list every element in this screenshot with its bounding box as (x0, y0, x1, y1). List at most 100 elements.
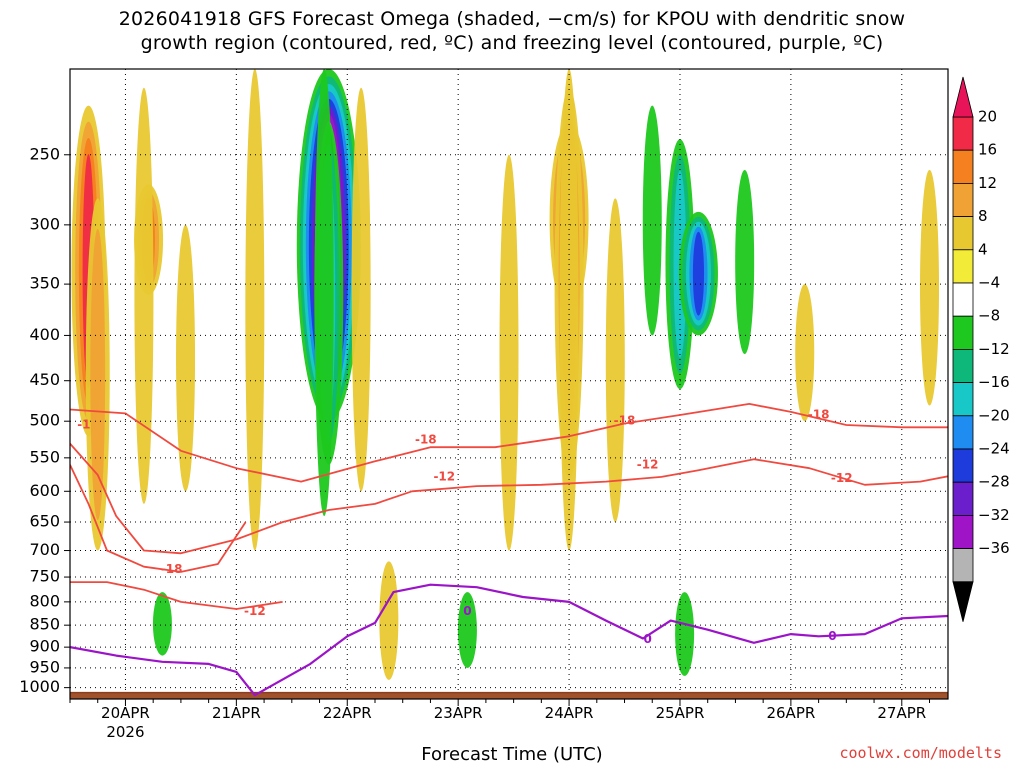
colorbar-label: 16 (978, 141, 997, 159)
colorbar-band (952, 382, 974, 417)
omega-cell (499, 154, 519, 551)
colorbar-band (952, 548, 974, 583)
y-tick-label: 900 (29, 637, 60, 656)
x-tick-label: 23APR (434, 704, 483, 722)
colorbar-band (952, 415, 974, 450)
contour-label: 0 (828, 629, 836, 643)
colorbar-band (952, 216, 974, 251)
y-tick-label: 350 (29, 274, 60, 293)
y-tick-label: 500 (29, 411, 60, 430)
colorbar-label: −16 (978, 373, 1010, 391)
contour-lines (70, 402, 948, 697)
colorbar-overflow-top (952, 76, 974, 118)
y-tick-label: 750 (29, 567, 60, 586)
contour-label: 0 (463, 604, 471, 618)
colorbar-label: −32 (978, 506, 1010, 524)
contour-line (70, 402, 948, 483)
source-credit: coolwx.com/modelts (839, 744, 1002, 762)
colorbar-band (952, 515, 974, 550)
contour-label: -1 (77, 418, 90, 432)
omega-cell (176, 224, 196, 492)
colorbar-label: 8 (978, 207, 988, 225)
chart-title-line-1: 2026041918 GFS Forecast Omega (shaded, −… (118, 8, 906, 30)
y-tick-label: 950 (29, 657, 60, 676)
y-tick-label: 250 (29, 144, 60, 163)
contour-label: -12 (433, 469, 455, 483)
colorbar-band (952, 282, 974, 317)
colorbar-band (952, 182, 974, 217)
colorbar-band (952, 249, 974, 284)
x-tick-label: 26APR (766, 704, 815, 722)
colorbar-label: −28 (978, 473, 1010, 491)
y-tick-label: 800 (29, 591, 60, 610)
colorbar-label: −8 (978, 307, 1000, 325)
contour-label: 0 (643, 632, 651, 646)
colorbar-label: 12 (978, 174, 997, 192)
omega-cell (90, 228, 106, 521)
contour-label: -18 (415, 432, 437, 446)
contour-label: -18 (808, 408, 830, 422)
colorbar-band (952, 149, 974, 184)
omega-cell (675, 592, 695, 676)
contour-line (70, 464, 247, 573)
omega-cell (351, 87, 371, 492)
y-tick-label: 700 (29, 540, 60, 559)
y-tick-label: 300 (29, 214, 60, 233)
omega-cell (920, 169, 940, 406)
omega-cell (795, 284, 815, 422)
colorbar-band (952, 315, 974, 350)
omega-cell (735, 169, 755, 355)
contour-label: -18 (161, 562, 183, 576)
contour-label: -12 (637, 457, 659, 471)
omega-cell (245, 69, 265, 551)
omega-cell (379, 561, 399, 680)
contour-label: -12 (244, 604, 266, 618)
x-tick-label: 27APR (877, 704, 926, 722)
y-tick-label: 850 (29, 615, 60, 634)
x-tick-label: 24APR (545, 704, 594, 722)
contour-labels: -1 -18 -12 -18 -12 -18 -12 -18 -12 0 0 0 (77, 408, 852, 646)
colorbar-label: −24 (978, 440, 1010, 458)
colorbar-band (952, 481, 974, 516)
y-tick-label: 550 (29, 447, 60, 466)
omega-cell (642, 105, 662, 336)
pressure-axis: 250 300 350 400 450 500 550 600 650 700 750 800 850 9… (19, 144, 70, 696)
x-tick-label: 21APR (212, 704, 261, 722)
x-axis-title: Forecast Time (UTC) (421, 744, 603, 765)
y-tick-label: 650 (29, 512, 60, 531)
y-tick-label: 450 (29, 370, 60, 389)
colorbar-band (952, 448, 974, 483)
contour-line (70, 443, 948, 555)
contour-label: -12 (831, 471, 853, 485)
omega-cell (457, 592, 477, 668)
ground-surface (70, 692, 948, 699)
plot-frame (69, 68, 949, 700)
y-tick-label: 600 (29, 481, 60, 500)
contour-line (70, 583, 948, 697)
colorbar-label: 20 (978, 108, 997, 126)
omega-cell (314, 69, 334, 517)
x-tick-label: 25APR (656, 704, 705, 722)
grid-lines (70, 69, 948, 699)
colorbar-label: 4 (978, 240, 988, 258)
chart-title-line-2: growth region (contoured, red, ºC) and f… (140, 32, 884, 54)
colorbar-label: −20 (978, 406, 1010, 424)
contour-label: -18 (614, 414, 636, 428)
omega-cell (692, 231, 705, 316)
x-tick-sublabel: 2026 (106, 723, 144, 741)
colorbar-label: −4 (978, 274, 1000, 292)
colorbar-label: −12 (978, 340, 1010, 358)
omega-cell (152, 592, 172, 656)
colorbar-band (952, 348, 974, 383)
colorbar-overflow-bottom (952, 581, 974, 622)
colorbar-band (952, 116, 974, 151)
x-tick-label: 20APR (101, 704, 150, 722)
omega-cell (134, 87, 154, 504)
contour-line (70, 581, 283, 610)
colorbar: 20 16 12 8 4 −4 −8 −12 −16 −20 −24 −28 −32 −36 (952, 76, 1010, 622)
x-tick-label: 22APR (323, 704, 372, 722)
ground-layer (70, 691, 948, 699)
y-tick-label: 400 (29, 325, 60, 344)
